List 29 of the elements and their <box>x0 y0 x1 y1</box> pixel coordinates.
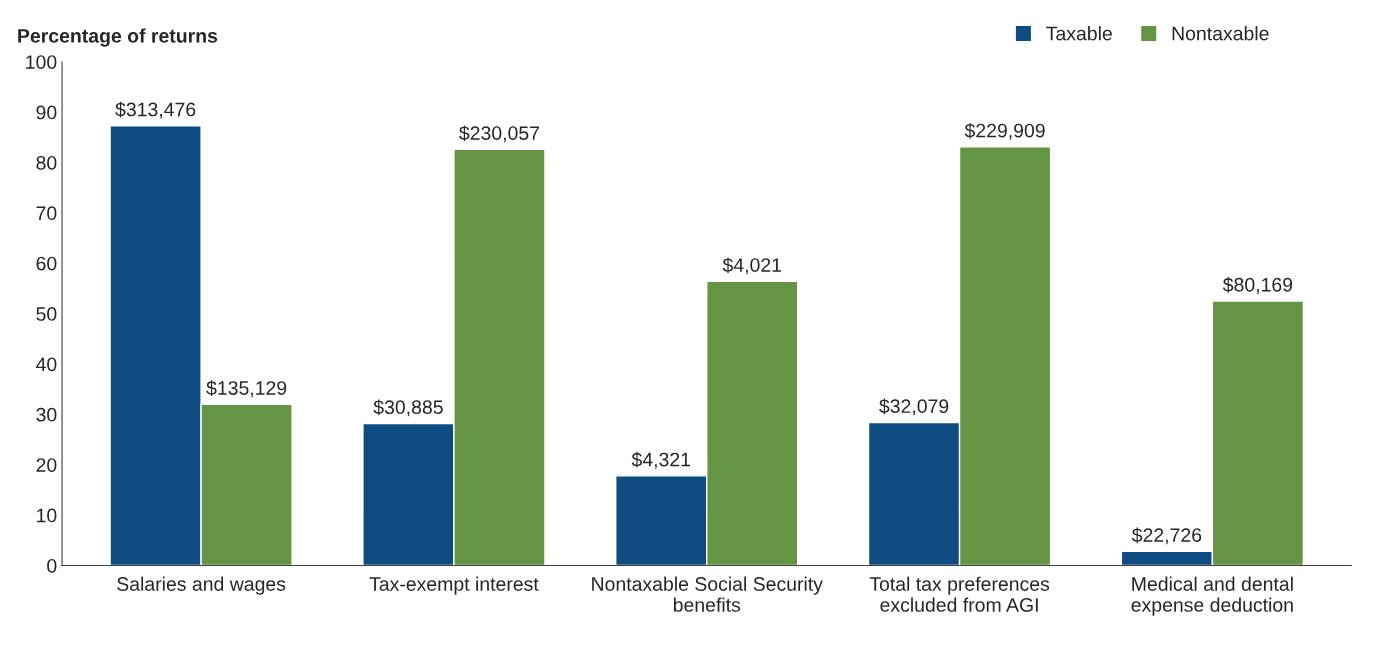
y-tick-label: 20 <box>36 458 57 472</box>
annotation: $230,057 <box>459 125 540 143</box>
y-tick-label: 0 <box>47 558 57 573</box>
x-tick-label: Nontaxable Social Security benefits <box>592 576 823 612</box>
annotation: $4,321 <box>631 451 691 469</box>
annotation: $80,169 <box>1222 277 1293 294</box>
x-tick-label: Salaries and wages <box>117 576 286 595</box>
y-tick-label: 80 <box>36 155 57 170</box>
annotation: $229,909 <box>964 122 1045 140</box>
annotation: $22,726 <box>1131 527 1202 545</box>
x-tick-label: Tax-exempt interest <box>369 576 539 595</box>
y-tick-label: 50 <box>36 307 57 321</box>
annotation: $4,021 <box>722 257 782 275</box>
annotation: $313,476 <box>115 101 196 119</box>
annotation: $32,079 <box>879 398 949 416</box>
legend-label: Taxable <box>1046 26 1112 41</box>
annotation: $135,129 <box>206 380 287 398</box>
y-tick-label: 10 <box>37 508 57 523</box>
x-tick-label: Medical and dental expense deduction <box>1131 576 1293 616</box>
y-tick-label: 60 <box>36 256 57 271</box>
y-tick-label: 100 <box>26 55 57 69</box>
y-tick-label: 70 <box>36 206 57 221</box>
y-tick-label: 90 <box>36 105 57 120</box>
y-tick-label: 30 <box>36 407 57 422</box>
y-tick-label: 40 <box>36 357 57 372</box>
y-axis-title: Percentage of returns <box>18 28 218 47</box>
annotation: $30,885 <box>373 399 443 417</box>
legend-label: Nontaxable <box>1172 26 1269 41</box>
x-tick-label: Total tax preferences excluded from AGI <box>869 576 1050 612</box>
